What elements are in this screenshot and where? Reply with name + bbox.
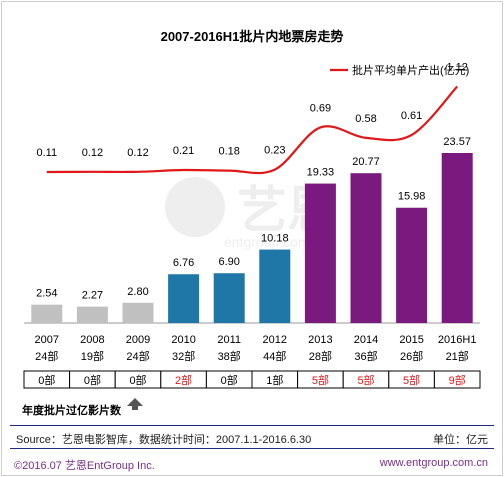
bar-2015: [396, 207, 428, 323]
bar-2009: [122, 302, 154, 323]
average-output-line: [46, 85, 459, 175]
bar-2011: [213, 273, 245, 323]
x-tick-label: 2007: [35, 334, 59, 346]
legend: 批片平均单片产出(亿元): [330, 63, 469, 77]
x-tick-label: 2009: [126, 334, 150, 346]
bar-2008: [76, 306, 108, 323]
bar-value-label: 15.98: [398, 191, 426, 203]
bar-2014: [350, 173, 382, 323]
film-count-label: 24部: [126, 349, 149, 363]
line-value-label: 0.12: [82, 147, 103, 159]
line-value-label: 0.61: [401, 110, 422, 122]
x-tick-label: 2010: [171, 334, 195, 346]
bar-value-label: 6.90: [218, 256, 239, 268]
x-tick-label: 2015: [399, 334, 423, 346]
x-tick-label: 2012: [263, 334, 287, 346]
bar-2010: [168, 274, 200, 323]
bar-value-label: 19.33: [307, 167, 335, 179]
line-labels-group: 0.11 0.12 0.12 0.21 0.18 0.23 0.69 0.58 0.61 1.12: [37, 62, 468, 159]
up-arrow-icon: [127, 398, 143, 410]
x-tick-label: 2013: [308, 334, 332, 346]
footer-divider-top: [10, 425, 494, 426]
x-tick-label: 2008: [80, 334, 104, 346]
over-100m-count: 5部: [357, 373, 374, 387]
subtitle-note: 年度批片过亿影片数: [22, 405, 121, 417]
line-value-label: 0.21: [173, 145, 194, 157]
film-count-label: 38部: [218, 349, 241, 363]
bar-value-label: 2.80: [127, 286, 148, 298]
bar-value-label: 2.54: [36, 288, 57, 300]
x-tick-label: 2011: [217, 334, 241, 346]
x-tick-label: 2014: [354, 334, 378, 346]
film-count-label: 21部: [446, 349, 469, 363]
line-value-label: 0.18: [218, 146, 239, 158]
source-note: Source：艺恩电影智库，数据统计时间：2007.1.1-2016.6.30: [16, 434, 312, 446]
bar-value-label: 6.76: [173, 257, 194, 269]
legend-label: 批片平均单片产出(亿元): [352, 63, 469, 77]
over-100m-count: 1部: [266, 373, 283, 387]
over-100m-count: 5部: [312, 373, 329, 387]
footer-divider-bottom: [10, 448, 494, 449]
chart-title: 2007-2016H1批片内地票房走势: [160, 29, 344, 44]
bar-value-label: 10.18: [261, 233, 289, 245]
line-value-label: 0.69: [310, 102, 331, 114]
over-100m-count: 9部: [449, 373, 466, 387]
bar-2007: [31, 304, 63, 323]
film-count-label: 44部: [263, 349, 286, 363]
bars-group: [31, 153, 473, 323]
x-tick-label: 2016H1: [438, 334, 477, 346]
over-100m-count: 0部: [84, 373, 101, 387]
x-tick-labels: 2007 2008 2009 2010 2011 2012 2013 2014 2015 2016…: [35, 334, 477, 346]
unit-note: 单位：亿元: [433, 434, 488, 446]
bar-2012: [259, 249, 291, 323]
over-100m-cell: [433, 370, 481, 389]
over-100m-count: 2部: [175, 373, 192, 387]
line-value-label: 0.11: [37, 147, 58, 159]
copyright-text: ©2016.07 艺恩EntGroup Inc.: [14, 460, 155, 472]
film-count-labels: 24部 19部 24部 32部 38部 44部 28部 36部 26部 21部: [35, 349, 469, 363]
film-count-label: 28部: [309, 349, 332, 363]
over-100m-count: 0部: [221, 373, 238, 387]
line-value-label: 1.12: [446, 62, 467, 74]
over-100m-count: 0部: [38, 373, 55, 387]
bar-value-label: 2.27: [82, 290, 103, 302]
line-value-label: 0.58: [355, 113, 376, 125]
film-count-label: 36部: [354, 349, 377, 363]
line-value-label: 0.23: [264, 145, 285, 157]
film-count-label: 19部: [81, 349, 104, 363]
bar-labels-group: 2.54 2.27 2.80 6.76 6.90 10.18 19.33 20.77 15.98…: [36, 136, 471, 302]
bar-2016H1: [441, 153, 473, 323]
bar-value-label: 20.77: [352, 156, 380, 168]
film-count-label: 32部: [172, 349, 195, 363]
bar-value-label: 23.57: [443, 136, 471, 148]
film-count-label: 24部: [35, 349, 58, 363]
line-value-label: 0.12: [127, 147, 148, 159]
over-100m-boxes: 0部 0部 0部 2部 0部 1部 5部 5部 5部 9部: [23, 370, 481, 389]
bar-2013: [304, 183, 336, 323]
website-text: www.entgroup.com.cn: [379, 457, 488, 469]
over-100m-count: 5部: [403, 373, 420, 387]
svg-text:entgroup.com: entgroup.com: [224, 234, 310, 250]
over-100m-count: 0部: [129, 373, 146, 387]
film-count-label: 26部: [400, 349, 423, 363]
